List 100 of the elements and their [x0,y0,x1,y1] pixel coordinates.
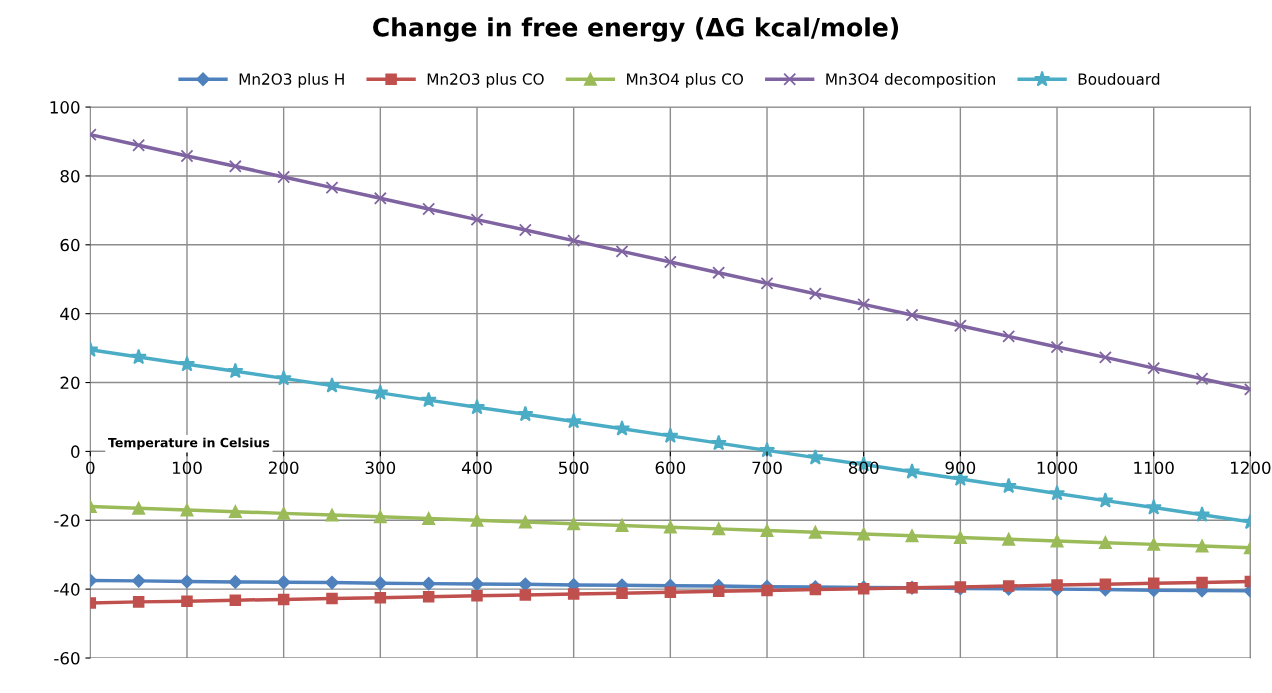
legend-label: Mn3O4 plus CO [627,73,744,88]
point [325,181,339,195]
legend-label: Mn2O3 plus H [239,73,344,88]
point [132,596,145,608]
point [1147,361,1161,375]
point [468,398,486,415]
point [567,517,581,531]
point [323,377,341,393]
point [372,384,389,400]
point [712,585,725,597]
point [807,449,824,465]
point [180,149,194,163]
x-tick-label: 600 [655,461,686,475]
point [518,223,532,237]
point [517,405,534,422]
point [131,574,146,588]
point [180,503,194,517]
x-tick-label: 1200 [1231,461,1271,475]
point [760,524,774,538]
x-tick-label: 500 [559,461,589,475]
point [422,590,435,603]
x-tick-label: 0 [86,461,95,475]
y-tick-label: 100 [50,101,80,114]
point [663,520,677,534]
point [229,594,242,606]
point [373,510,387,524]
legend-label: Mn3O4 decomposition [826,73,995,88]
point [613,420,631,436]
point [422,512,436,526]
point [808,287,822,301]
point [857,527,871,541]
point [181,595,193,607]
point [857,297,871,311]
point [325,508,339,522]
point [130,348,147,365]
point [662,427,679,443]
point [373,576,388,591]
y-tick-label: 60 [60,238,80,252]
chart-title: Change in free energy (ΔG kcal/mole) [373,17,899,42]
point [953,319,967,333]
point [1050,534,1064,548]
point [758,441,776,458]
point [1099,578,1112,591]
point [373,191,387,205]
point [1195,372,1209,386]
point [953,531,967,544]
point [326,592,338,605]
point [374,591,387,604]
x-tick-label: 200 [268,461,299,475]
y-tick-label: -40 [54,583,80,596]
point [664,586,677,599]
point [712,522,726,536]
point [567,234,581,248]
point [565,412,582,429]
point [616,587,628,600]
point [1002,532,1016,546]
point [615,244,629,258]
point [1195,539,1209,553]
point [567,588,580,600]
point [518,515,532,529]
point [808,525,822,539]
point [470,213,484,227]
point [228,505,242,519]
point [1145,498,1162,515]
point [470,577,484,591]
point [471,589,483,602]
y-tick-label: 0 [71,445,80,458]
x-tick-label: 400 [461,461,492,475]
point [615,518,629,532]
point [1002,580,1015,592]
point [420,391,437,408]
point [227,362,244,379]
y-tick-label: -60 [54,651,80,665]
point [325,575,339,590]
point [905,529,919,543]
point [277,593,290,606]
point [1002,329,1016,343]
point [761,584,773,597]
point [132,501,146,515]
point [421,576,436,591]
x-tick-label: 1100 [1134,461,1174,475]
point [903,463,921,479]
point [663,255,677,269]
point [905,308,919,322]
point [1048,484,1066,501]
y-tick-label: 20 [60,376,80,390]
point [1196,576,1208,589]
point [277,170,291,184]
point [180,574,194,589]
point [422,202,436,216]
point [519,589,532,601]
point [1051,579,1063,591]
point [1147,537,1161,551]
point [1193,506,1211,522]
point [1000,477,1017,494]
point [712,266,726,280]
x-tick-label: 100 [172,461,202,475]
x-tick-label: 300 [365,461,396,475]
legend-label: Boudouard [1078,73,1160,85]
x-tick-label: 700 [752,461,782,475]
